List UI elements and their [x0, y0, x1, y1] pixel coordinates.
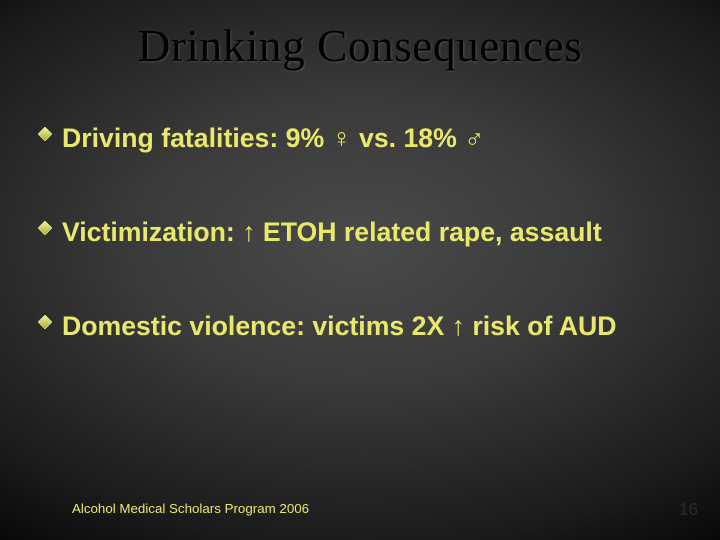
bullet-text: Driving fatalities: 9% ♀ vs. 18% ♂ [62, 120, 484, 156]
page-number: 16 [679, 499, 698, 520]
slide: Drinking Consequences Driving fatalities… [0, 0, 720, 540]
diamond-icon [38, 127, 52, 141]
bullet-item: Victimization: ↑ ETOH related rape, assa… [38, 214, 690, 250]
footer-text: Alcohol Medical Scholars Program 2006 [72, 501, 309, 516]
bullet-item: Driving fatalities: 9% ♀ vs. 18% ♂ [38, 120, 690, 156]
bullet-list: Driving fatalities: 9% ♀ vs. 18% ♂ Victi… [0, 120, 720, 344]
bullet-text: Domestic violence: victims 2X ↑ risk of … [62, 308, 617, 344]
diamond-icon [38, 221, 52, 235]
bullet-item: Domestic violence: victims 2X ↑ risk of … [38, 308, 690, 344]
bullet-text: Victimization: ↑ ETOH related rape, assa… [62, 214, 602, 250]
slide-title: Drinking Consequences [0, 0, 720, 72]
diamond-icon [38, 315, 52, 329]
